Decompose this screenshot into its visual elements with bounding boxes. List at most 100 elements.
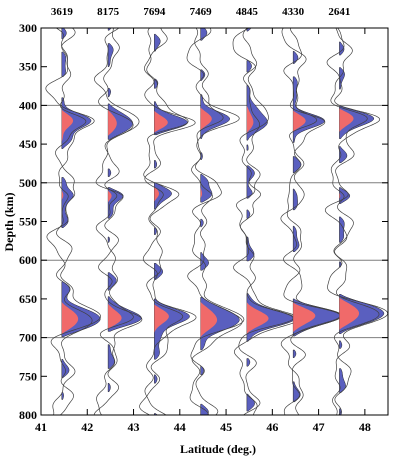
uncertainty-band xyxy=(339,106,354,139)
trace-2641 xyxy=(324,27,389,416)
trace-count-label: 7694 xyxy=(143,6,166,18)
uncertainty-band xyxy=(154,182,160,210)
positive-lobe xyxy=(200,69,206,81)
positive-lobe xyxy=(246,236,255,262)
x-tick-label: 46 xyxy=(266,420,278,434)
trace-count-label: 7469 xyxy=(190,6,213,18)
positive-lobe xyxy=(107,43,114,67)
x-tick-label: 45 xyxy=(220,420,232,434)
trace-line-lower xyxy=(46,27,101,416)
positive-lobe xyxy=(61,392,64,400)
uncertainty-band xyxy=(339,294,360,334)
y-tick-label: 500 xyxy=(19,176,37,190)
positive-lobe xyxy=(292,50,299,64)
x-tick-label: 41 xyxy=(35,420,47,434)
plot-frame xyxy=(40,27,389,416)
y-tick-label: 600 xyxy=(19,253,37,267)
trace-line-lower xyxy=(93,27,134,416)
x-tick-label: 47 xyxy=(313,420,325,434)
x-tick-label: 43 xyxy=(128,420,140,434)
uncertainty-band xyxy=(200,94,212,139)
positive-lobe xyxy=(246,393,255,412)
y-tick-label: 700 xyxy=(19,331,37,345)
trace-3619 xyxy=(45,27,101,416)
positive-lobe xyxy=(292,349,297,358)
positive-lobe xyxy=(107,236,110,243)
positive-lobe xyxy=(200,94,230,139)
trace-7694 xyxy=(139,27,197,416)
uncertainty-band xyxy=(293,298,316,337)
uncertainty-band xyxy=(108,103,117,140)
positive-lobe xyxy=(246,358,251,367)
y-axis-ticks: 300 350 400 450 500 550 600 650 700 750 800 xyxy=(19,21,388,422)
trace-line-upper xyxy=(142,27,197,416)
trace-line-lower xyxy=(232,27,300,416)
y-tick-label: 800 xyxy=(19,408,37,422)
trace-line-lower xyxy=(186,27,243,416)
positive-lobe xyxy=(61,97,92,149)
x-tick-label: 42 xyxy=(81,420,93,434)
positive-lobe xyxy=(339,340,343,349)
uncertainty-band xyxy=(108,296,122,332)
uncertainty-band xyxy=(61,281,79,337)
trace-line-upper xyxy=(190,27,245,416)
positive-lobe xyxy=(292,225,300,252)
trace-line-lower xyxy=(324,27,380,416)
trace-4845 xyxy=(232,27,300,416)
positive-lobe xyxy=(107,383,111,393)
positive-lobe xyxy=(61,51,67,78)
positive-lobe xyxy=(292,188,298,211)
uncertainty-band xyxy=(200,174,203,203)
positive-lobe xyxy=(339,146,348,163)
trace-line-upper xyxy=(45,27,95,416)
positive-lobe xyxy=(200,27,208,41)
positive-lobe xyxy=(107,187,124,219)
positive-lobe xyxy=(292,381,301,403)
y-tick-label: 550 xyxy=(19,215,37,229)
positive-lobe xyxy=(154,160,158,169)
trace-line-lower xyxy=(139,27,196,416)
uncertainty-band xyxy=(246,85,254,141)
positive-lobe xyxy=(154,263,163,280)
x-axis-label: Latitude (deg.) xyxy=(180,442,256,456)
y-tick-label: 350 xyxy=(19,60,37,74)
positive-lobe xyxy=(154,374,158,384)
y-tick-label: 400 xyxy=(19,98,37,112)
uncertainty-band xyxy=(61,97,74,149)
positive-lobe xyxy=(339,216,345,243)
x-tick-label: 48 xyxy=(359,420,371,434)
trace-count-labels: 3619 8175 7694 7469 4845 4330 2641 xyxy=(51,6,351,18)
positive-lobe xyxy=(246,144,249,151)
positive-lobe xyxy=(107,168,112,177)
uncertainty-band xyxy=(154,101,168,135)
uncertainty-band xyxy=(154,298,169,360)
y-axis-label: Depth (km) xyxy=(2,192,16,251)
trace-count-label: 3619 xyxy=(51,6,74,18)
trace-count-label: 2641 xyxy=(328,6,350,18)
uncertainty-band xyxy=(293,76,306,143)
positive-lobe xyxy=(154,298,190,360)
trace-line-upper xyxy=(94,27,143,416)
reference-lines xyxy=(41,104,388,339)
uncertainty-band xyxy=(246,293,269,342)
y-tick-label: 450 xyxy=(19,137,37,151)
uncertainty-band xyxy=(108,187,112,219)
trace-count-label: 4330 xyxy=(282,6,305,18)
trace-4330 xyxy=(280,27,343,416)
trace-count-label: 8175 xyxy=(97,6,120,18)
positive-lobe xyxy=(246,60,252,73)
positive-lobe xyxy=(200,252,209,271)
positive-lobe xyxy=(200,218,204,228)
trace-line-upper xyxy=(236,27,294,416)
trace-count-label: 4845 xyxy=(236,6,259,18)
positive-lobe xyxy=(200,174,213,203)
x-tick-label: 44 xyxy=(174,420,186,434)
positive-lobe xyxy=(339,294,385,334)
positive-lobe xyxy=(107,344,115,369)
uncertainty-band xyxy=(339,187,341,204)
trace-line-upper xyxy=(326,27,389,416)
trace-7469 xyxy=(186,27,245,416)
trace-8175 xyxy=(93,27,143,416)
trace-line-upper xyxy=(283,27,341,416)
